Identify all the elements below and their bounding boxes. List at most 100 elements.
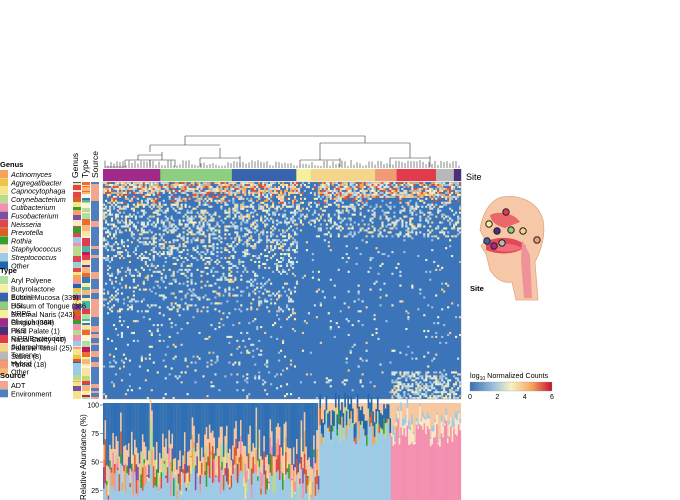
heatmap-cell (200, 280, 203, 283)
heatmap-cell (401, 221, 404, 224)
barplot-segment (300, 403, 303, 421)
heatmap-cell (198, 253, 201, 256)
heatmap-cell (234, 203, 237, 206)
heatmap-cell (323, 183, 326, 187)
heatmap-cell (110, 294, 114, 297)
heatmap-cell (240, 278, 243, 281)
heatmap-cell (260, 195, 263, 198)
heatmap-cell (447, 397, 450, 400)
heatmap-cell (301, 349, 305, 352)
heatmap-cell (242, 191, 245, 194)
heatmap-cell (283, 239, 287, 242)
heatmap-cell (172, 227, 175, 230)
heatmap-cell (158, 333, 161, 337)
heatmap-cell (248, 322, 251, 325)
heatmap-cell (103, 189, 106, 193)
annotation-cell (82, 319, 90, 321)
barplot-segment (221, 461, 223, 470)
heatmap-cell (124, 195, 128, 198)
heatmap-cell (172, 272, 175, 275)
barplot-segment (299, 480, 301, 484)
heatmap-cell (437, 207, 440, 210)
annotation-cell (73, 192, 81, 197)
heatmap-cell (359, 379, 362, 382)
heatmap-cell (439, 182, 442, 185)
heatmap-cell (106, 290, 110, 293)
annotation-cell (82, 238, 90, 244)
annotation-cell (82, 347, 90, 352)
site-marker-buccal-mucosa (483, 237, 491, 245)
heatmap-cell (457, 373, 460, 376)
heatmap-cell (413, 379, 416, 382)
heatmap-cell (230, 254, 233, 258)
heatmap-cell (347, 290, 350, 293)
heatmap-cell (399, 284, 402, 287)
heatmap-cell (419, 193, 422, 196)
heatmap-cell (435, 197, 438, 200)
heatmap-cell (256, 274, 259, 277)
barplot-segment (322, 437, 325, 444)
barplot-segment (348, 425, 351, 500)
annotation-cell (82, 298, 90, 301)
heatmap-cell (258, 233, 261, 236)
barplot-segment (154, 482, 157, 486)
heatmap-cell (459, 185, 462, 189)
heatmap-cell (393, 387, 396, 390)
heatmap-cell (333, 197, 336, 200)
heatmap-cell (270, 302, 273, 305)
heatmap-cell (405, 191, 408, 194)
heatmap-cell (208, 183, 211, 187)
heatmap-cell (369, 197, 372, 200)
heatmap-cell (266, 187, 269, 191)
heatmap-cell (405, 385, 408, 388)
barplot-segment (330, 439, 332, 443)
heatmap-cell (120, 254, 124, 258)
heatmap-cell (118, 231, 122, 234)
barplot-segment (246, 492, 248, 500)
row-annotation-strips (73, 182, 99, 399)
heatmap-cell (411, 397, 414, 400)
annotation-cell (82, 185, 90, 186)
barplot-segment (241, 441, 244, 457)
heatmap-cell (116, 288, 120, 291)
annotation-cell (73, 281, 81, 284)
heatmap-cell (120, 278, 124, 281)
heatmap-cell (104, 245, 108, 248)
heatmap-cell (321, 182, 324, 185)
heatmap-cell (220, 302, 223, 305)
heatmap-cell (106, 256, 110, 260)
heatmap-cell (375, 247, 378, 250)
barplot-segment (138, 463, 141, 480)
heatmap-cell (283, 213, 287, 216)
heatmap-cell (345, 245, 348, 248)
heatmap-cell (124, 182, 128, 185)
heatmap-cell (146, 274, 149, 277)
heatmap-cell (451, 391, 454, 394)
heatmap-cell (164, 211, 167, 214)
annotation-cell (82, 390, 90, 391)
heatmap-cell (401, 300, 404, 303)
heatmap-cell (435, 379, 438, 382)
heatmap-cell (371, 187, 374, 191)
heatmap-cell (387, 195, 390, 198)
heatmap-cell (323, 201, 326, 204)
heatmap-cell (246, 373, 249, 376)
heatmap-cell (282, 369, 285, 372)
barplot-segment (264, 474, 267, 495)
heatmap-cell (293, 290, 297, 293)
heatmap-cell (186, 237, 189, 240)
heatmap-cell (240, 294, 243, 297)
barplot-segment (118, 472, 121, 475)
heatmap-cell (285, 262, 289, 266)
heatmap-cell (232, 241, 235, 244)
heatmap-cell (124, 286, 128, 289)
heatmap-cell (419, 397, 422, 400)
heatmap-cell (108, 296, 112, 299)
heatmap-cell (254, 191, 257, 194)
heatmap-cell (411, 227, 414, 230)
barplot-segment (191, 403, 194, 418)
heatmap-cell (192, 223, 195, 226)
heatmap-cell (138, 365, 141, 368)
heatmap-cell (206, 249, 209, 252)
heatmap-cell (264, 288, 267, 291)
